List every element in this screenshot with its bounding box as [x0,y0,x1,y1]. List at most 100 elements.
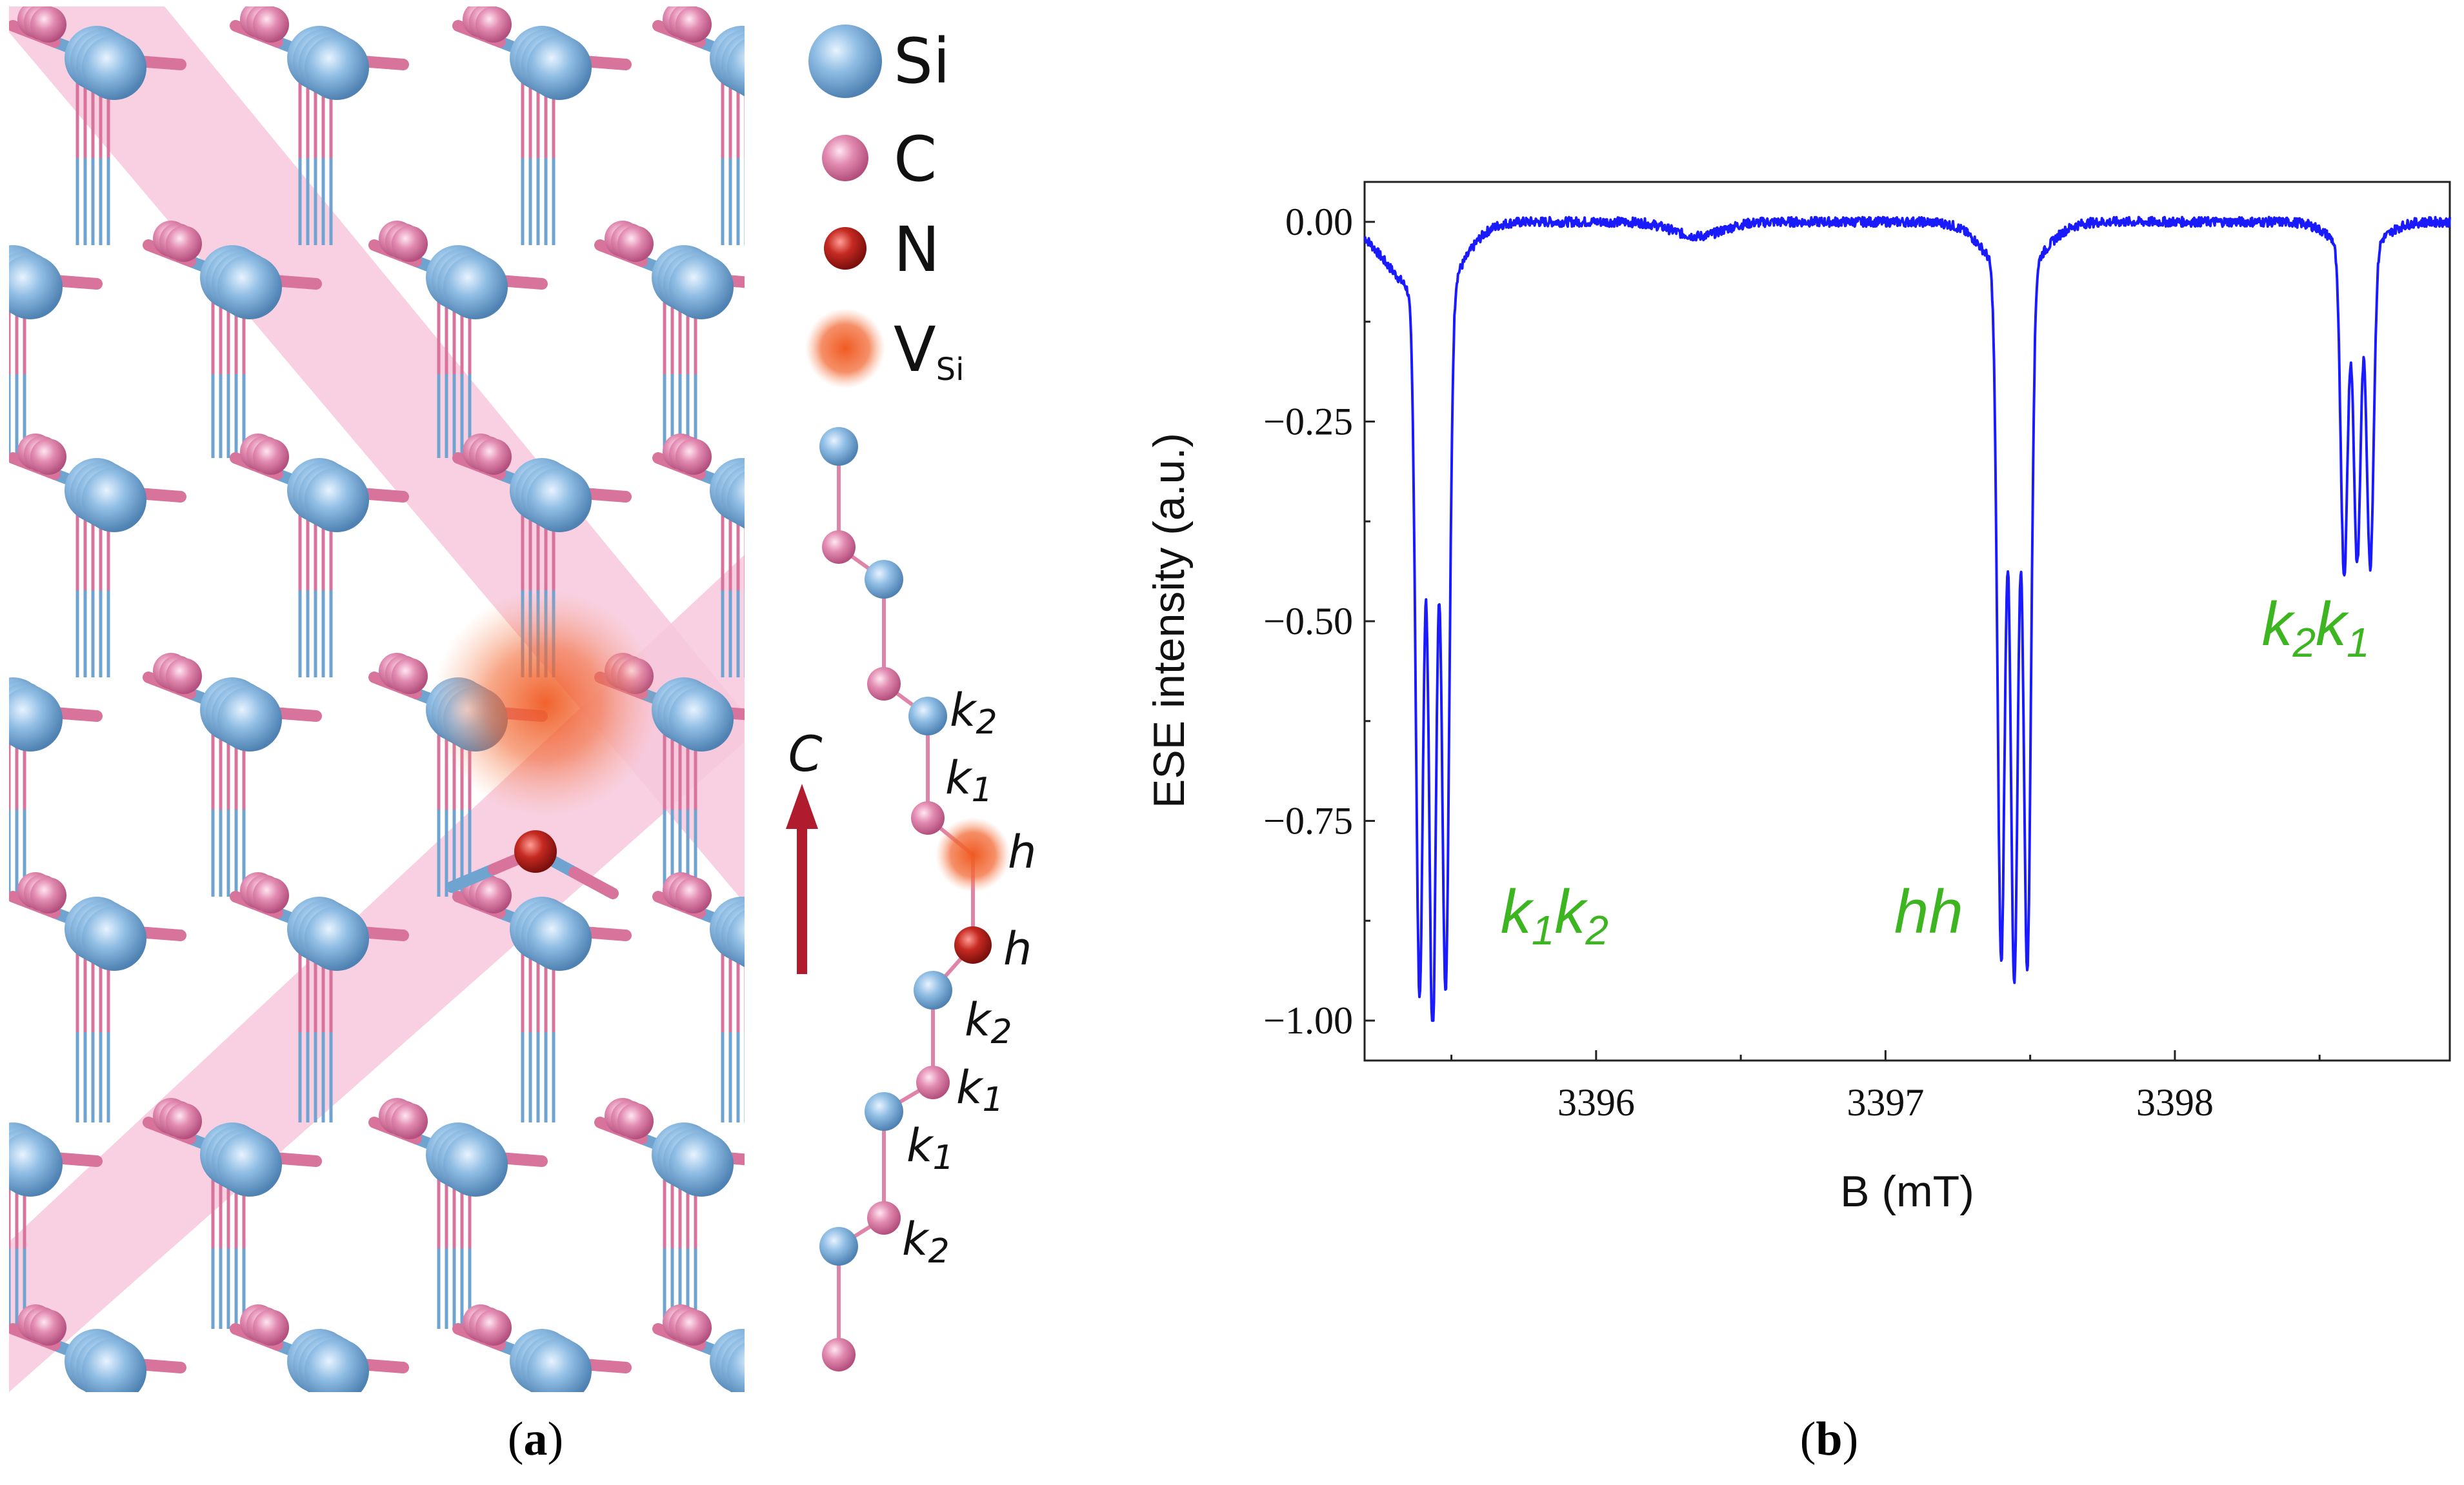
silicon-atom [669,255,734,319]
silicon-atom [305,468,369,532]
peak-label-k1k2: k1k2 [1501,877,1608,953]
silicon-atom [305,1339,369,1392]
carbon-atom [476,439,512,475]
ese-chart: 0.00 −0.25 −0.50 −0.75 −1.00 3396 3397 3398 k1… [1145,181,2451,1216]
peak-label-hh: hh [1894,877,1963,946]
carbon-atom [30,877,66,913]
stacking-site-label: h [1003,922,1032,975]
silicon-atom [527,1339,592,1392]
x-tick-label: 3396 [1558,1081,1635,1124]
stacking-site-label: h [1008,826,1036,879]
carbon-atom [253,439,289,475]
silicon-atom [9,255,63,319]
silicon-atom [9,687,63,752]
silicon-atom [82,906,146,971]
carbon-atom [392,226,428,262]
bond [736,923,745,935]
chain-carbon [867,667,901,701]
bond [784,493,826,497]
carbon-atom [166,658,202,694]
stacking-site-label: k1 [945,752,993,810]
peak-annotations: k1k2 hh k2k1 [1501,590,2370,953]
stacking-site-label: k2 [965,993,1012,1051]
silicon-atom [443,1132,508,1197]
y-tick-label: −1.00 [1263,999,1353,1042]
silicon-atom [727,39,745,97]
panel-b-label: (b) [1800,1413,1858,1466]
silicon-atom [217,255,282,319]
bond [568,866,619,899]
carbon-atom [676,877,712,913]
legend-vsi: VSi [805,308,964,388]
carbon-atom [476,6,512,43]
chain-silicon [914,971,952,1010]
legend-c: C [822,123,937,195]
silicon-atom [727,471,745,529]
ese-spectrum-line [1363,215,2451,1022]
c-axis-label: C [788,725,822,782]
carbon-atom [617,226,654,262]
carbon-atom [676,1310,712,1346]
carbon-atom [617,1103,654,1139]
stacking-site-label: k1 [956,1061,1004,1119]
silicon-atom [669,687,734,752]
y-tick-label: −0.75 [1263,800,1353,842]
chain-silicon [819,427,858,466]
legend-c-label: C [894,123,937,195]
carbon-atom [392,658,428,694]
carbon-atom [166,1103,202,1139]
carbon-atom [30,6,66,43]
carbon-atom [30,1310,66,1346]
carbon-atom [30,439,66,475]
chain-silicon [908,697,947,735]
silicon-atom [443,255,508,319]
carbon-atom [166,226,202,262]
silicon-atom [82,468,146,532]
nitrogen-atom [514,830,557,873]
stacking-site-label: k2 [902,1213,950,1271]
chain-carbon [822,1338,856,1371]
legend-n-label: N [894,214,940,286]
carbon-atom [392,1103,428,1139]
c-axis-arrow: C [786,725,823,974]
silicon-atom [305,35,369,100]
chain-carbon [867,1201,901,1235]
silicon-atom [527,906,592,971]
legend-n: N [824,214,940,286]
carbon-atom [676,439,712,475]
y-tick-label: −0.25 [1263,400,1353,443]
chain-nitrogen [954,926,992,964]
silicon-vacancy-glow [432,590,658,816]
stacking-site-label: k1 [906,1119,954,1177]
chain-silicon [865,560,903,599]
silicon-atom [305,906,369,971]
bond [736,1355,745,1368]
legend-si-label: Si [894,25,950,97]
silicon-atom [82,35,146,100]
chain-vacancy [936,817,1010,892]
chain-silicon [819,1227,858,1266]
silicon-atom [727,910,745,968]
silicon-atom [669,1132,734,1197]
chain-carbon [916,1066,950,1099]
y-tick-label: −0.50 [1263,600,1353,643]
chain-carbon [822,530,856,564]
carbon-atom [676,6,712,43]
x-axis-title: B (mT) [1840,1167,1974,1216]
atom-legend: Si C N VSi [805,25,964,388]
peak-label-k2k1: k2k1 [2261,590,2369,666]
carbon-atom [476,1310,512,1346]
sic-lattice [9,6,826,1392]
bond [784,1364,826,1368]
x-tick-label: 3398 [2136,1081,2214,1124]
silicon-atom [9,1132,63,1197]
silicon-atom [527,35,592,100]
bond [446,863,499,893]
legend-si: Si [808,25,950,98]
silicon-atom [82,1339,146,1392]
y-axis-title: ESE intensity (a.u.) [1145,433,1194,808]
bond [736,52,745,65]
carbon-atom [253,1310,289,1346]
bond [736,484,745,497]
